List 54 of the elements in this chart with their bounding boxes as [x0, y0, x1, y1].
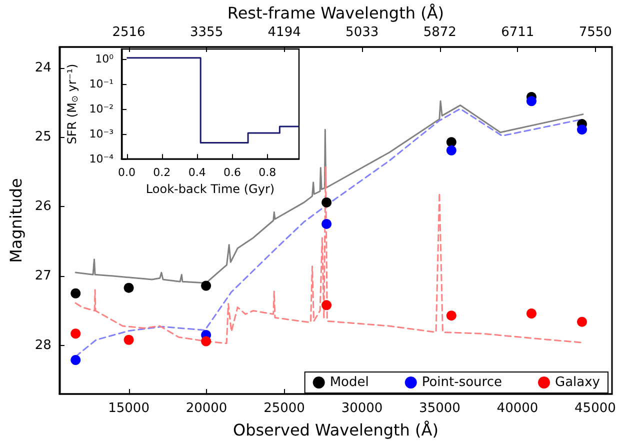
point [446, 310, 456, 321]
y-tick-label: 10⁻¹ [89, 77, 114, 90]
x-tick-label: 0.8 [258, 166, 276, 180]
point [322, 300, 332, 310]
point [70, 328, 81, 339]
x-tick-label: 15000 [108, 401, 150, 416]
x2-tick-label: 4194 [268, 25, 301, 40]
y-tick-label: 10⁻⁴ [89, 152, 114, 166]
legend-label: Galaxy [554, 375, 600, 390]
x-axis-title: Observed Wavelength (Å) [232, 420, 438, 440]
x-tick-label: 30000 [341, 401, 383, 416]
x-tick-label: 0.6 [223, 166, 241, 180]
legend-label: Point-source [422, 375, 502, 390]
y-tick-label: 26 [34, 199, 52, 214]
x2-tick-label: 3355 [190, 25, 224, 40]
point [124, 282, 134, 293]
x-axis-title: Look-back Time (Gyr) [146, 182, 275, 196]
y-tick-label: 10⁻³ [89, 128, 114, 141]
point [201, 336, 212, 346]
point [526, 308, 536, 318]
x2-tick-label: 7550 [578, 25, 612, 40]
point [322, 218, 332, 229]
x-tick-label: 0.2 [153, 166, 171, 180]
point [201, 280, 212, 291]
point [124, 334, 134, 345]
y-tick-label: 27 [34, 268, 52, 284]
x-tick-label: 20000 [186, 401, 228, 416]
point [70, 354, 81, 365]
y-tick-label: 10⁰ [95, 52, 114, 66]
x-tick-label: 25000 [264, 401, 305, 416]
point [446, 137, 456, 148]
y-tick-label: 25 [34, 130, 52, 145]
x-tick-label: 40000 [496, 401, 538, 416]
y-axis-title: SFR (M⊙ yr⁻¹) [65, 64, 80, 144]
point [322, 197, 332, 208]
y-tick-label: 10⁻² [89, 102, 114, 116]
y-axis-title: Magnitude [6, 178, 26, 263]
y-tick-label: 24 [34, 60, 52, 76]
x2-tick-label: 6711 [501, 25, 534, 40]
point [526, 96, 536, 106]
y-tick-label: 28 [34, 338, 52, 353]
x2-axis-title: Rest-frame Wavelength (Å) [227, 4, 444, 22]
x-tick-label: 0.4 [188, 166, 206, 180]
x2-tick-label: 5033 [346, 25, 379, 40]
x-tick-label: 35000 [419, 401, 460, 416]
point [577, 316, 587, 327]
legend-label: Model [330, 375, 369, 390]
point [446, 145, 456, 156]
point [577, 124, 587, 135]
x2-tick-label: 2516 [112, 25, 146, 40]
x-tick-label: 0.0 [118, 166, 136, 180]
x2-tick-label: 5872 [423, 25, 456, 40]
x-tick-label: 45000 [574, 401, 616, 416]
point [70, 288, 81, 298]
